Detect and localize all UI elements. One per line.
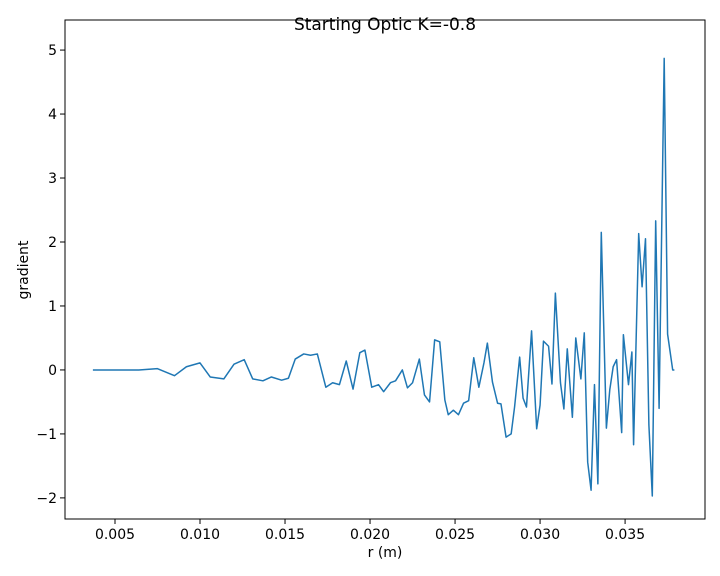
- y-tick-label: 1: [48, 299, 57, 315]
- data-line: [92, 57, 675, 497]
- y-tick-label: 2: [48, 235, 57, 251]
- x-tick-label: 0.020: [350, 527, 390, 543]
- x-tick-label: 0.035: [605, 527, 645, 543]
- x-tick-label: 0.010: [180, 527, 220, 543]
- chart-title: Starting Optic K=-0.8: [294, 15, 476, 35]
- y-tick-label: 4: [48, 107, 57, 123]
- x-tick-label: 0.025: [435, 527, 475, 543]
- y-axis-label: gradient: [16, 240, 32, 299]
- y-tick-label: −1: [36, 427, 57, 443]
- y-tick-label: 5: [48, 43, 57, 59]
- x-tick-label: 0.005: [95, 527, 135, 543]
- y-tick-label: 3: [48, 171, 57, 187]
- plot-frame: [64, 19, 706, 520]
- x-tick-label: 0.015: [265, 527, 305, 543]
- x-axis-label: r (m): [368, 545, 403, 561]
- y-tick-label: −2: [36, 491, 57, 507]
- x-tick-label: 0.030: [520, 527, 560, 543]
- y-tick-label: 0: [48, 363, 57, 379]
